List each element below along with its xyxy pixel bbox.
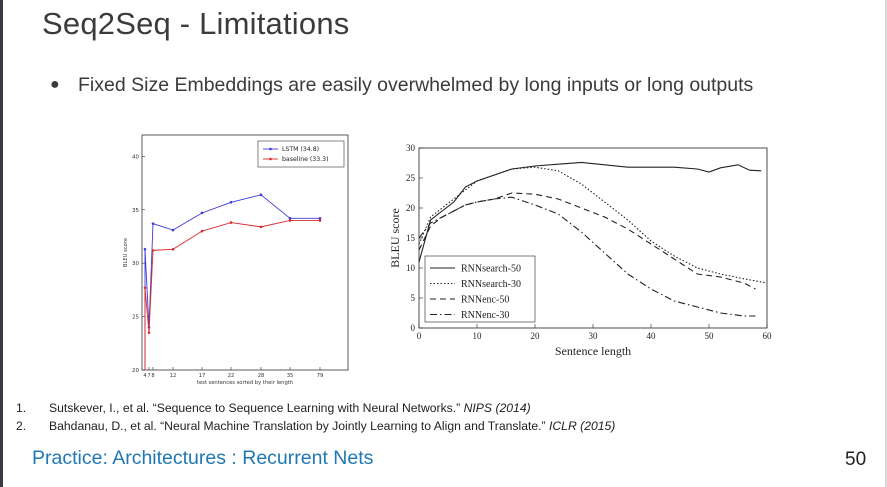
lstm-baseline-chart: 20 25 30 35 40 4 7 8 12 17 22 28 35 79 test sentences … — [118, 127, 358, 392]
data-point — [288, 217, 292, 220]
legend-box — [424, 255, 536, 323]
data-point — [229, 200, 233, 204]
data-point — [259, 193, 263, 197]
page-number: 50 — [845, 449, 867, 470]
reference-item: 1. Sutskever, I., et al. “Sequence to Se… — [16, 399, 615, 417]
rnn-sentence-length-chart: 0 5 10 15 20 25 30 0 10 20 30 40 50 60 Sentence length… — [383, 138, 785, 363]
x-tick-label: 7 — [147, 373, 150, 379]
window-left-edge — [0, 0, 3, 487]
x-tick-label: 4 — [143, 373, 147, 379]
series-line — [144, 194, 320, 370]
data-point — [171, 228, 175, 232]
data-point — [318, 219, 322, 222]
data-point — [200, 211, 204, 215]
x-tick-label: 60 — [763, 331, 773, 341]
data-point — [171, 247, 175, 251]
x-tick-label: 12 — [170, 373, 177, 379]
data-point — [151, 222, 155, 225]
series-line — [418, 161, 762, 263]
y-tick-label: 25 — [132, 315, 139, 321]
data-point — [143, 247, 147, 251]
bullet-item: ● Fixed Size Embeddings are easily overwh… — [50, 74, 753, 97]
x-tick-label: 8 — [151, 373, 154, 379]
x-tick-label: 22 — [228, 373, 235, 379]
reference-text: Bahdanau, D., et al. “Neural Machine Tra… — [49, 419, 549, 433]
data-point — [288, 219, 292, 222]
reference-number: 2. — [16, 419, 27, 433]
legend-label: LSTM (34.8) — [282, 146, 319, 153]
reference-venue: ICLR (2015) — [548, 419, 616, 433]
y-tick-label: 5 — [411, 293, 416, 303]
x-tick-label: 0 — [417, 331, 422, 341]
x-tick-label: 30 — [589, 331, 599, 341]
x-tick-label: 10 — [473, 331, 483, 341]
data-point — [318, 217, 322, 220]
data-point — [147, 331, 151, 334]
x-tick-label: 20 — [531, 331, 541, 341]
bullet-dot-icon: ● — [50, 76, 60, 93]
y-tick-label: 30 — [132, 261, 139, 267]
footer-section-link[interactable]: Practice: Architectures : Recurrent Nets — [32, 447, 374, 469]
x-tick-label: 35 — [287, 373, 294, 379]
x-tick-label: 50 — [705, 331, 715, 341]
y-tick-label: 15 — [406, 233, 416, 243]
data-point — [143, 286, 147, 290]
x-tick-label: 28 — [258, 373, 265, 379]
series-line — [144, 220, 320, 370]
series-line — [418, 196, 756, 317]
x-tick-label: 40 — [647, 331, 657, 341]
legend-marker — [269, 147, 272, 151]
y-tick-label: 20 — [132, 368, 139, 374]
lstm-baseline-chart-svg: 20 25 30 35 40 4 7 8 12 17 22 28 35 79 test sentences … — [123, 134, 349, 386]
window-right-edge — [885, 0, 887, 487]
x-tick-label: 17 — [199, 373, 206, 379]
y-axis-label: BLEU score — [123, 238, 129, 267]
reference-number: 1. — [16, 401, 27, 415]
y-tick-label: 40 — [132, 154, 139, 160]
x-tick-label: 79 — [317, 373, 324, 379]
rnn-sentence-length-chart-svg: 0 5 10 15 20 25 30 0 10 20 30 40 50 60 Sentence length… — [388, 143, 773, 358]
y-axis-label: BLEU score — [388, 208, 402, 268]
x-axis-label: Sentence length — [555, 344, 631, 358]
plot-frame — [141, 134, 349, 371]
legend-label: RNNsearch-30 — [461, 279, 521, 290]
y-tick-label: 30 — [406, 143, 416, 153]
data-point — [151, 249, 155, 252]
series-line — [418, 166, 768, 284]
reference-text: Sutskever, I., et al. “Sequence to Seque… — [49, 401, 464, 415]
legend-label: RNNsearch-50 — [461, 264, 521, 275]
legend-marker — [269, 157, 272, 161]
references-list: 1. Sutskever, I., et al. “Sequence to Se… — [16, 399, 615, 435]
bullet-text: Fixed Size Embeddings are easily overwhe… — [78, 74, 754, 96]
y-tick-label: 0 — [411, 323, 416, 333]
slide-title: Seq2Seq - Limitations — [42, 6, 350, 41]
legend-label: baseline (33.3) — [282, 156, 329, 163]
y-tick-label: 25 — [406, 173, 416, 183]
y-tick-label: 10 — [406, 263, 416, 273]
legend-box — [257, 140, 345, 168]
reference-venue: NIPS (2014) — [463, 401, 531, 415]
legend-label: RNNenc-50 — [461, 295, 509, 306]
x-axis-label: test sentences sorted by their length — [197, 380, 293, 386]
y-tick-label: 20 — [406, 203, 416, 213]
data-point — [259, 225, 263, 229]
reference-item: 2. Bahdanau, D., et al. “Neural Machine … — [16, 417, 615, 435]
legend-label: RNNenc-30 — [461, 310, 509, 321]
data-point — [200, 229, 204, 233]
y-tick-label: 35 — [132, 208, 139, 214]
data-point — [229, 221, 233, 224]
